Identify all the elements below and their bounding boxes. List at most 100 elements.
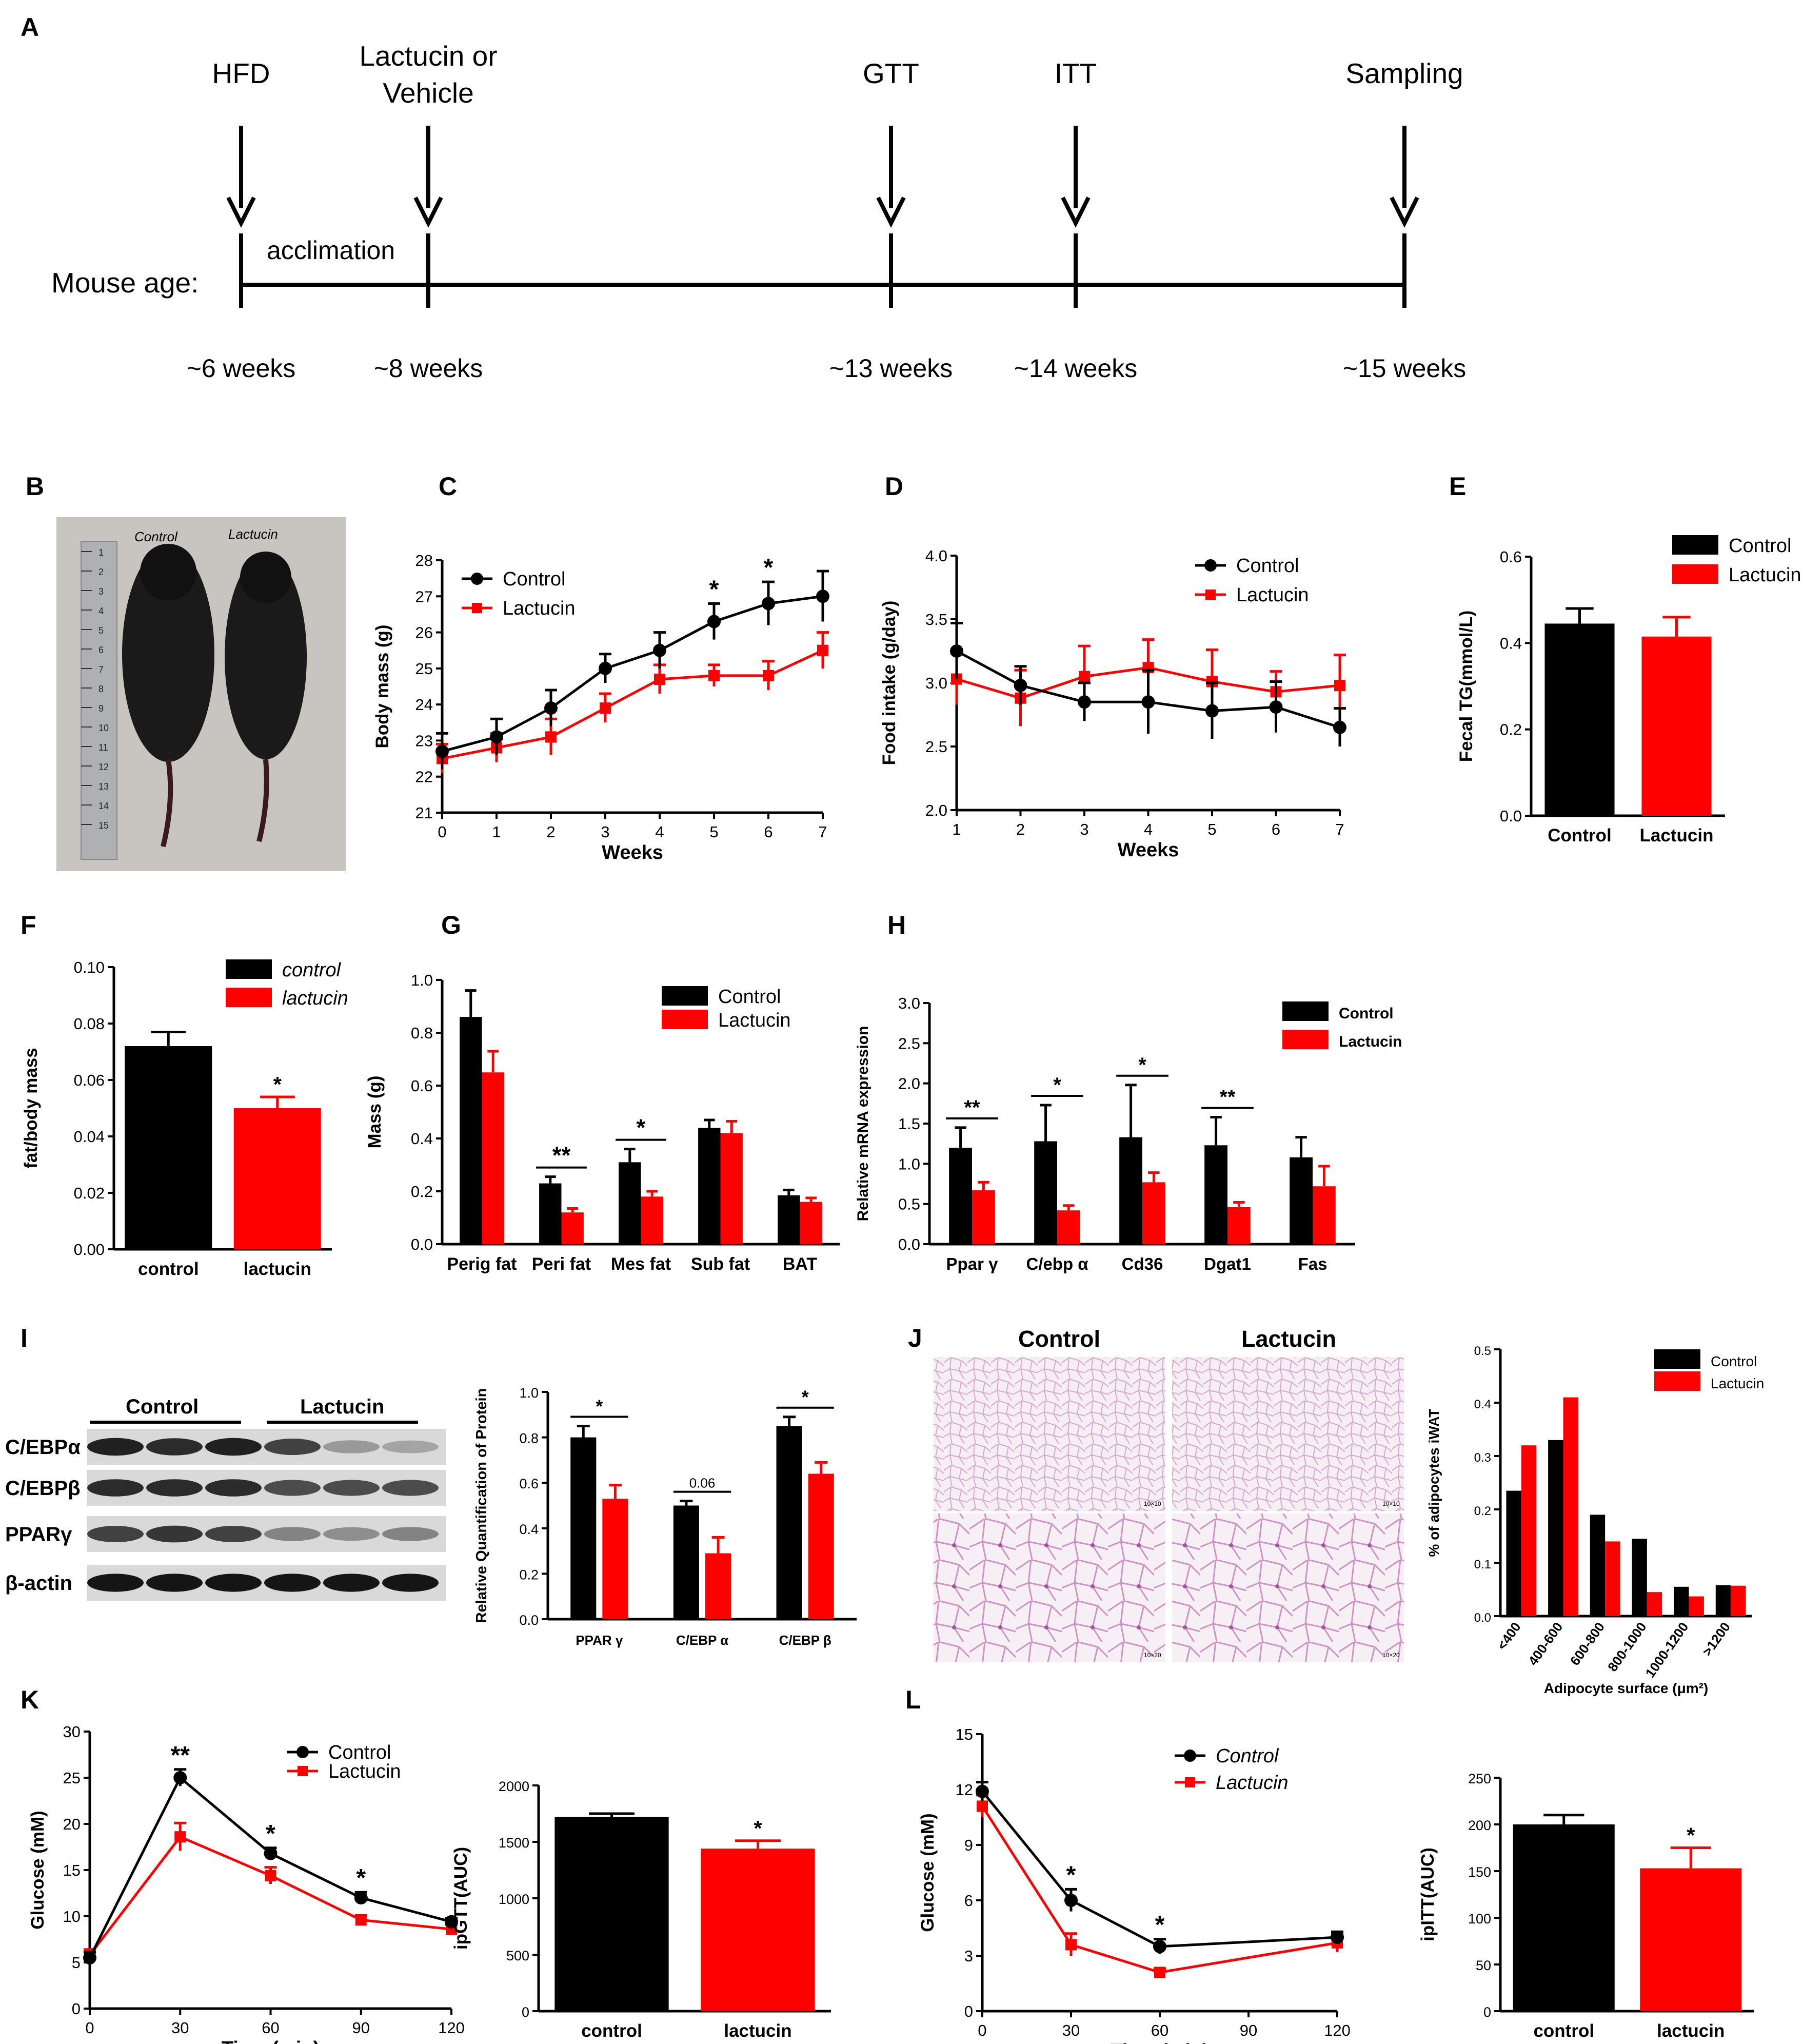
- x-tick-label: 5: [709, 823, 718, 841]
- histology-lactucin-10x20: [1172, 1514, 1404, 1662]
- bar: [125, 1046, 212, 1249]
- ruler-number: 11: [98, 742, 108, 753]
- y-tick-label: 15: [956, 1725, 973, 1743]
- x-category-label: BAT: [783, 1254, 818, 1274]
- x-category-label: <400: [1494, 1619, 1524, 1653]
- x-tick-label: 90: [1240, 2021, 1257, 2039]
- y-tick-label: 23: [415, 732, 433, 750]
- x-category-label: 1000-1200: [1642, 1619, 1692, 1680]
- timeline-arrow-head: [413, 196, 443, 228]
- data-point: [435, 744, 449, 758]
- y-tick-label: 0.5: [1474, 1344, 1491, 1358]
- bar: [1563, 1397, 1578, 1616]
- chart-l: 0 3 6 9 12 15 Glucose (mM) Time (min) 0 30 60 90 120…: [918, 1725, 1351, 2044]
- photo-label-control: Control: [134, 529, 178, 544]
- blot-row-label: C/EBPα: [5, 1436, 81, 1459]
- bar: [1640, 1868, 1742, 2011]
- blot-band: [146, 1479, 203, 1497]
- y-tick-label: 0.0: [411, 1235, 433, 1253]
- x-axis-label: Adipocyte surface (μm²): [1544, 1680, 1709, 1696]
- x-category-label: Perig fat: [447, 1254, 517, 1274]
- data-point: [1269, 700, 1283, 714]
- y-tick-label: 50: [1476, 1958, 1491, 1973]
- significance-mark: **: [1219, 1086, 1236, 1108]
- y-tick-label: 0.06: [74, 1071, 105, 1089]
- bar: [1674, 1586, 1689, 1616]
- y-tick-label: 150: [1468, 1864, 1491, 1880]
- y-tick-label: 15: [63, 1861, 81, 1879]
- data-point: [599, 661, 612, 675]
- legend-marker: [296, 1746, 309, 1758]
- blot-band: [323, 1527, 380, 1541]
- y-tick-label: 10: [63, 1908, 81, 1925]
- x-category-label: 600-800: [1567, 1619, 1608, 1668]
- timeline-event-label: ITT: [1055, 57, 1097, 89]
- y-tick-label: 0.6: [411, 1077, 433, 1095]
- y-axis-label: Glucose (mM): [28, 1811, 48, 1929]
- panel-label-j: J: [908, 1324, 922, 1352]
- significance-mark: **: [171, 1742, 190, 1769]
- x-tick-label: 120: [1324, 2021, 1351, 2039]
- x-category-label: Sub fat: [691, 1254, 750, 1274]
- y-axis-label: Fecal TG(mmol/L): [1456, 611, 1476, 762]
- bar: [1647, 1592, 1662, 1616]
- blot-band: [87, 1438, 144, 1456]
- significance-mark: 0.06: [689, 1476, 716, 1491]
- legend-marker: [472, 603, 482, 613]
- y-tick-label: 250: [1468, 1771, 1491, 1786]
- histology-control-10x10: [934, 1357, 1165, 1511]
- y-tick-label: 0.10: [74, 958, 105, 976]
- y-tick-label: 0.4: [1474, 1398, 1491, 1411]
- data-point: [1154, 1967, 1165, 1978]
- y-tick-label: 22: [415, 768, 433, 786]
- y-tick-label: 2.5: [898, 1034, 920, 1052]
- bar: [1544, 623, 1615, 816]
- histology-control-10x20: [934, 1514, 1165, 1662]
- histology-mag-1: 10×10: [1144, 1500, 1161, 1507]
- bar: [641, 1196, 663, 1244]
- legend-label: Control: [1711, 1353, 1757, 1369]
- bar: [972, 1190, 995, 1244]
- y-tick-label: 3: [964, 1947, 973, 1965]
- x-category-label: Control: [1548, 826, 1611, 846]
- bar: [778, 1195, 800, 1244]
- data-point: [977, 1800, 988, 1812]
- data-point: [1153, 1940, 1166, 1953]
- y-tick-label: 0.1: [1474, 1558, 1491, 1571]
- data-point: [1065, 1939, 1077, 1951]
- timeline-arrow-head: [1061, 196, 1091, 228]
- blot-band: [205, 1479, 262, 1497]
- bar: [1590, 1515, 1606, 1616]
- legend-swatch: [662, 986, 708, 1006]
- legend-label: Control: [1339, 1005, 1394, 1022]
- panel-label-l: L: [905, 1685, 921, 1714]
- legend-swatch: [1672, 535, 1718, 555]
- y-tick-label: 1.0: [519, 1385, 539, 1401]
- histology-mag-2: 10×10: [1382, 1500, 1400, 1507]
- legend-marker: [298, 1766, 308, 1776]
- blot-band: [205, 1526, 262, 1542]
- significance-mark: *: [1687, 1823, 1695, 1848]
- x-category-label: C/EBP α: [676, 1633, 728, 1648]
- y-tick-label: 0.0: [1474, 1611, 1491, 1625]
- bar: [1034, 1141, 1057, 1244]
- timeline-event-label: Sampling: [1345, 57, 1463, 89]
- y-tick-label: 12: [956, 1781, 973, 1799]
- blot-band: [382, 1480, 439, 1496]
- significance-mark: *: [709, 576, 719, 603]
- y-tick-label: 0: [1483, 2004, 1491, 2020]
- data-point: [763, 670, 774, 681]
- x-category-label: Fas: [1298, 1254, 1328, 1273]
- y-axis-label: Relative mRNA expression: [855, 1026, 871, 1222]
- legend-swatch: [226, 988, 272, 1007]
- y-tick-label: 5: [72, 1954, 81, 1972]
- significance-mark: *: [1155, 1912, 1165, 1939]
- ruler-number: 6: [98, 645, 104, 655]
- legend-label: Lactucin: [1236, 584, 1309, 606]
- bar: [602, 1499, 628, 1619]
- x-category-label: 800-1000: [1604, 1619, 1650, 1674]
- x-tick-label: 1: [952, 820, 961, 838]
- western-group-lactucin: Lactucin: [300, 1396, 384, 1418]
- x-tick-label: 0: [438, 823, 446, 841]
- series-line: [442, 649, 824, 760]
